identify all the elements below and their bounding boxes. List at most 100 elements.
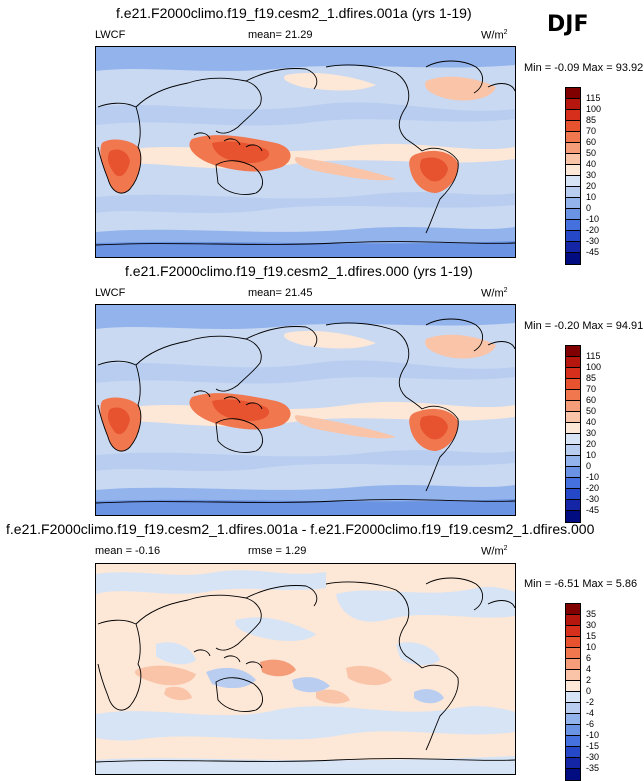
panel-2-map <box>95 304 516 516</box>
panel-3-map-canvas <box>96 564 515 774</box>
panel-3-mean-label: mean = -0.16 <box>95 545 161 557</box>
panel-3-rmse-label: rmse = 1.29 <box>248 545 307 557</box>
panel-2-variable-label: LWCF <box>95 287 126 299</box>
colorbar-tick-label: 85 <box>586 373 597 383</box>
colorbar-tick-label: -15 <box>586 741 600 751</box>
panel-1-mean-label: mean= 21.29 <box>248 29 313 41</box>
colorbar-tick-label: -2 <box>586 697 595 707</box>
colorbar-swatch <box>566 176 580 187</box>
colorbar-tick-label: -10 <box>586 214 600 224</box>
colorbar-tick-label: -20 <box>586 225 600 235</box>
colorbar-swatch <box>566 121 580 132</box>
colorbar-swatch <box>566 747 580 758</box>
colorbar-tick-label: 85 <box>586 115 597 125</box>
colorbar-tick-label: 0 <box>586 203 592 213</box>
panel-1-map-canvas <box>96 47 515 257</box>
colorbar-tick-label: 4 <box>586 664 592 674</box>
panel-2-minmax: Min = -0.20 Max = 94.91 <box>524 320 644 332</box>
colorbar-swatch <box>566 231 580 242</box>
colorbar-swatch <box>566 242 580 253</box>
colorbar-swatch <box>566 604 580 615</box>
colorbar-swatch <box>566 511 580 522</box>
colorbar-tick-label: 0 <box>586 686 592 696</box>
panel-3-units: W/m2 <box>481 545 508 558</box>
colorbar-swatch <box>566 758 580 769</box>
colorbar-swatch <box>566 99 580 110</box>
panel-1-minmax: Min = -0.09 Max = 93.92 <box>524 62 644 74</box>
colorbar-tick-label: 20 <box>586 181 597 191</box>
colorbar-swatch <box>566 379 580 390</box>
colorbar-tick-label: 50 <box>586 406 597 416</box>
colorbar-swatch <box>566 434 580 445</box>
colorbar-swatch <box>566 489 580 500</box>
colorbar-swatch <box>566 725 580 736</box>
colorbar-swatch <box>566 253 580 264</box>
colorbar-swatch <box>566 478 580 489</box>
colorbar-swatch <box>566 132 580 143</box>
colorbar-tick-label: 30 <box>586 170 597 180</box>
colorbar-tick-label: -45 <box>586 247 600 257</box>
colorbar-tick-label: 2 <box>586 675 592 685</box>
colorbar-swatch <box>566 154 580 165</box>
colorbar-tick-label: -6 <box>586 719 595 729</box>
colorbar-tick-label: -30 <box>586 752 600 762</box>
colorbar-tick-label: 0 <box>586 461 592 471</box>
colorbar-swatch <box>566 412 580 423</box>
panel-3-minmax: Min = -6.51 Max = 5.86 <box>524 578 638 590</box>
colorbar-swatch <box>566 467 580 478</box>
colorbar-tick-label: 115 <box>586 93 601 103</box>
colorbar-tick-label: -30 <box>586 494 600 504</box>
colorbar-swatch <box>566 143 580 154</box>
panel-2-colorbar <box>565 345 581 523</box>
colorbar-swatch <box>566 445 580 456</box>
colorbar-tick-label: 10 <box>586 450 597 460</box>
panel-3-title: f.e21.F2000climo.f19_f19.cesm2_1.dfires.… <box>6 521 595 537</box>
colorbar-tick-label: 100 <box>586 104 602 114</box>
colorbar-swatch <box>566 637 580 648</box>
panel-2-title: f.e21.F2000climo.f19_f19.cesm2_1.dfires.… <box>125 263 473 279</box>
panel-2-map-canvas <box>96 305 515 515</box>
panel-3-map <box>95 563 516 775</box>
panel-1-units: W/m2 <box>481 29 508 42</box>
colorbar-swatch <box>566 401 580 412</box>
colorbar-swatch <box>566 703 580 714</box>
panel-1-map <box>95 46 516 258</box>
colorbar-tick-label: 30 <box>586 428 597 438</box>
colorbar-swatch <box>566 615 580 626</box>
colorbar-tick-label: -10 <box>586 472 600 482</box>
colorbar-tick-label: -4 <box>586 708 595 718</box>
colorbar-tick-label: 35 <box>586 609 597 619</box>
colorbar-tick-label: 10 <box>586 642 597 652</box>
colorbar-swatch <box>566 736 580 747</box>
colorbar-swatch <box>566 670 580 681</box>
colorbar-tick-label: 60 <box>586 395 597 405</box>
colorbar-swatch <box>566 368 580 379</box>
colorbar-tick-label: -30 <box>586 236 600 246</box>
colorbar-swatch <box>566 198 580 209</box>
colorbar-tick-label: 10 <box>586 192 597 202</box>
colorbar-swatch <box>566 357 580 368</box>
colorbar-swatch <box>566 456 580 467</box>
colorbar-swatch <box>566 423 580 434</box>
colorbar-swatch <box>566 769 580 780</box>
colorbar-swatch <box>566 220 580 231</box>
colorbar-tick-label: 115 <box>586 351 601 361</box>
colorbar-swatch <box>566 187 580 198</box>
season-label: DJF <box>547 12 589 37</box>
colorbar-swatch <box>566 165 580 176</box>
colorbar-swatch <box>566 626 580 637</box>
panel-3-colorbar <box>565 603 581 781</box>
colorbar-tick-label: -20 <box>586 483 600 493</box>
panel-1-colorbar <box>565 87 581 265</box>
colorbar-tick-label: 50 <box>586 148 597 158</box>
colorbar-tick-label: 20 <box>586 439 597 449</box>
colorbar-swatch <box>566 500 580 511</box>
colorbar-tick-label: 70 <box>586 384 597 394</box>
colorbar-swatch <box>566 88 580 99</box>
colorbar-swatch <box>566 648 580 659</box>
colorbar-swatch <box>566 346 580 357</box>
panel-1-variable-label: LWCF <box>95 29 126 41</box>
colorbar-tick-label: -35 <box>586 763 600 773</box>
panel-2-units: W/m2 <box>481 287 508 300</box>
colorbar-swatch <box>566 110 580 121</box>
